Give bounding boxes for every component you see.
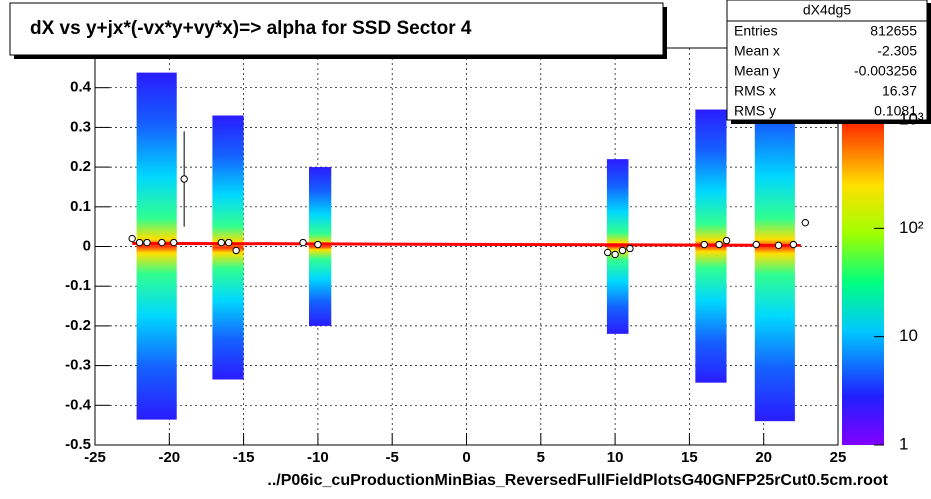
y-tick-label: -0.5 [65,436,91,453]
profile-point [801,218,810,227]
profile-point [722,236,731,245]
profile-point [715,240,723,249]
stats-label: Mean y [734,63,780,79]
y-tick-label: 0.4 [70,79,92,96]
chart-title: dX vs y+jx*(-vx*y+vy*x)=> alpha for SSD … [30,18,472,39]
stats-value: -0.003256 [854,63,917,79]
y-tick-label: 0.3 [70,118,91,135]
histogram-band [136,72,177,420]
x-tick-label: -20 [158,449,180,466]
y-tick-label: 0 [83,237,91,254]
profile-point [700,240,708,249]
x-tick-label: 10 [607,449,624,466]
x-tick-label: 20 [755,449,772,466]
profile-point [789,240,798,249]
stats-label: Mean x [734,43,780,59]
stats-value: 0.1081 [874,103,917,119]
fit-line [132,241,801,247]
stats-label: RMS x [734,83,776,99]
profile-point [314,240,322,249]
stats-title: dX4dg5 [803,2,851,18]
profile-point [232,246,240,255]
stats-box [726,0,928,121]
profile-point [170,238,178,247]
profile-point [158,238,166,247]
stats-value: 812655 [870,23,917,39]
y-tick-label: -0.1 [65,277,91,294]
stats-label: RMS y [734,103,776,119]
y-tick-label: -0.3 [65,357,91,374]
x-tick-label: 0 [462,449,470,466]
profile-point [128,234,136,243]
x-tick-label: -5 [386,449,399,466]
profile-point [135,238,144,247]
x-tick-label: -25 [84,449,106,466]
title-box [9,2,664,56]
stats-label: Entries [734,23,778,39]
profile-point [603,248,612,257]
profile-point [299,238,307,247]
z-tick-label: 10³ [899,109,924,128]
profile-point [180,175,188,183]
y-tick-label: 0.2 [70,158,91,175]
profile-point [752,240,760,249]
z-tick-label: 10 [899,326,918,345]
color-bar [842,120,884,445]
profile-point [618,246,627,255]
z-tick-label: 1 [899,434,908,453]
histogram-band [212,115,244,380]
y-tick-label: -0.4 [65,396,92,413]
histogram-band [606,159,629,334]
profile-point [611,250,619,259]
x-tick-label: 5 [537,449,545,466]
profile-point [774,241,783,250]
y-tick-label: -0.2 [65,317,91,334]
profile-point [225,238,233,247]
x-tick-label: 15 [681,449,698,466]
profile-point [217,238,226,247]
profile-point [626,244,634,253]
z-tick-label: 10² [899,218,924,237]
y-tick-label: 0.1 [70,198,91,215]
x-tick-label: 25 [830,449,847,466]
footer: ../P06ic_cuProductionMinBias_ReversedFul… [267,472,888,489]
x-tick-label: -15 [233,449,255,466]
x-tick-label: -10 [307,449,329,466]
stats-value: -2.305 [877,43,917,59]
profile-point [143,238,151,247]
stats-value: 16.37 [882,83,917,99]
